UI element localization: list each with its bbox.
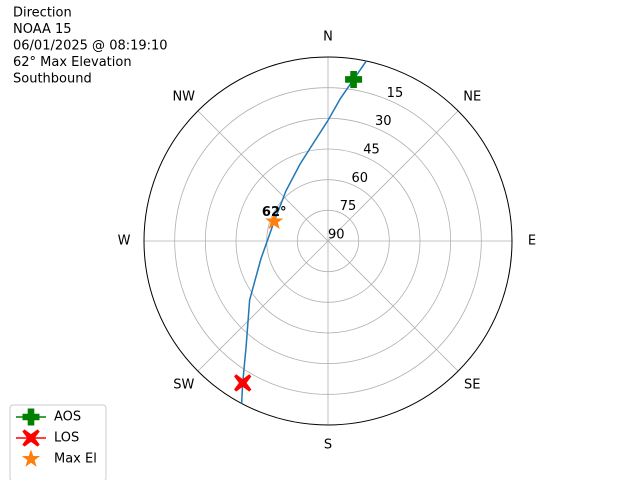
title-line: Direction [13, 6, 72, 21]
legend-marker [21, 449, 41, 467]
title-line: 62° Max Elevation [13, 55, 132, 70]
r-tick-label: 90 [328, 228, 345, 243]
r-tick-label: 15 [387, 86, 404, 101]
legend-marker [22, 408, 40, 426]
point-marker [345, 70, 363, 88]
theta-tick-label: E [528, 234, 536, 249]
point-marker [265, 211, 284, 230]
title-line: 06/01/2025 @ 08:19:10 [13, 39, 168, 54]
theta-tick-label: S [324, 438, 332, 453]
r-tick-label: 30 [375, 114, 392, 129]
point-marker [234, 374, 252, 392]
plot-area: N NE E SE S SW W NW 15 30 45 60 75 90 62° [118, 30, 537, 453]
theta-tick-label: W [118, 234, 131, 249]
theta-tick-label: NE [463, 89, 481, 104]
theta-tick-label: SW [173, 378, 194, 393]
track-line [240, 60, 367, 404]
r-tick-label: 45 [363, 143, 380, 158]
theta-tick-label: N [323, 30, 333, 45]
value-label: 62° [262, 205, 287, 220]
outer-frame [143, 56, 513, 426]
legend-label: AOS [54, 410, 81, 425]
title-line: NOAA 15 [13, 22, 72, 37]
grid-spoke [327, 110, 459, 242]
grid-spoke [197, 110, 329, 242]
grid-spoke [327, 240, 459, 372]
r-tick-label: 75 [340, 199, 357, 214]
title-line: Southbound [13, 72, 92, 87]
r-tick-label: 60 [351, 171, 368, 186]
theta-tick-label: NW [172, 89, 195, 104]
legend-label: Max El [54, 452, 97, 467]
legend: AOS LOS Max El [9, 404, 107, 482]
legend-label: LOS [54, 431, 79, 446]
legend-marker [22, 429, 40, 447]
grid-spoke [197, 240, 329, 372]
theta-tick-label: SE [464, 378, 480, 393]
